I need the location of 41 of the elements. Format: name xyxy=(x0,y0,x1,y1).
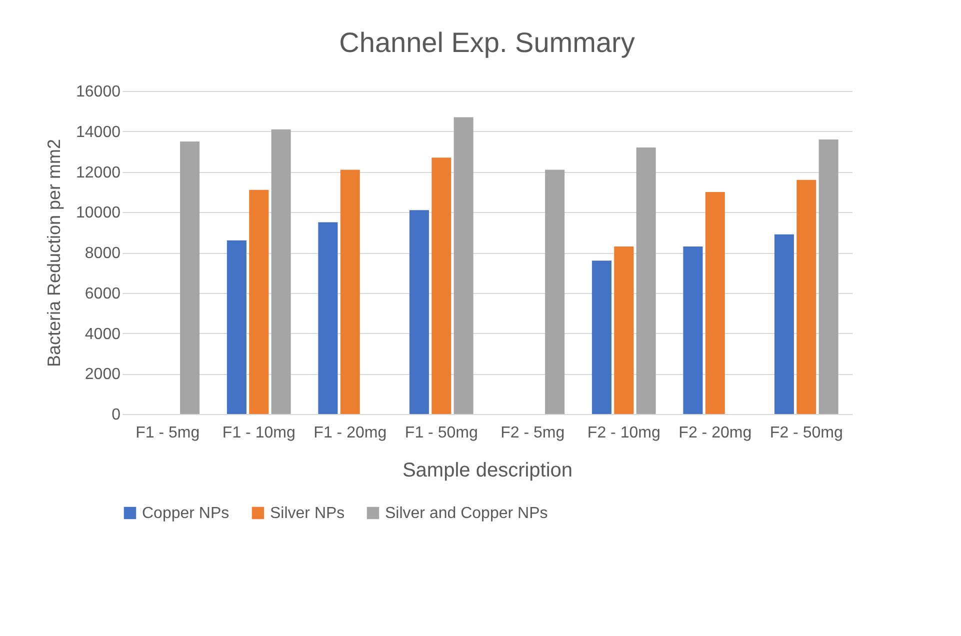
y-tick-label: 8000 xyxy=(84,245,121,262)
x-tick-label: F2 - 10mg xyxy=(587,424,660,442)
y-tick-label: 4000 xyxy=(84,326,121,343)
bar xyxy=(454,117,474,414)
x-tick-label: F2 - 5mg xyxy=(500,424,565,442)
bar xyxy=(226,240,246,414)
bar xyxy=(409,210,429,414)
bar xyxy=(318,222,338,414)
bar xyxy=(340,170,360,414)
x-tick-label: F2 - 20mg xyxy=(678,424,752,442)
bar xyxy=(592,260,612,414)
y-tick-label: 10000 xyxy=(76,204,121,222)
y-tick-label: 2000 xyxy=(84,366,121,384)
bar xyxy=(249,190,269,414)
x-tick-label: F2 - 50mg xyxy=(770,424,843,442)
y-tick-label: 12000 xyxy=(76,164,121,182)
bar xyxy=(774,234,794,414)
bar xyxy=(271,129,291,414)
legend-label: Silver NPs xyxy=(270,505,345,522)
x-tick-label: F1 - 10mg xyxy=(222,424,296,442)
chart-title: Channel Exp. Summary xyxy=(339,27,635,58)
x-axis-title: Sample description xyxy=(402,460,573,482)
bar xyxy=(705,192,725,414)
bar xyxy=(180,141,200,414)
y-tick-label: 6000 xyxy=(84,285,121,302)
bar xyxy=(636,148,656,414)
y-tick-label: 16000 xyxy=(76,84,121,100)
bar xyxy=(432,158,452,414)
legend-label: Copper NPs xyxy=(142,505,230,522)
y-axis-title: Bacteria Reduction per mm2 xyxy=(44,138,64,368)
bar xyxy=(818,139,838,414)
bar xyxy=(683,246,703,414)
bar xyxy=(614,246,634,414)
bar xyxy=(796,180,816,414)
y-tick-label: 0 xyxy=(112,406,121,424)
x-tick-label: F1 - 20mg xyxy=(314,424,387,442)
x-tick-label: F1 - 5mg xyxy=(136,424,200,442)
bar xyxy=(545,170,565,414)
legend-label: Silver and Copper NPs xyxy=(385,505,548,522)
x-tick-label: F1 - 50mg xyxy=(404,424,478,442)
y-tick-label: 14000 xyxy=(76,124,121,141)
